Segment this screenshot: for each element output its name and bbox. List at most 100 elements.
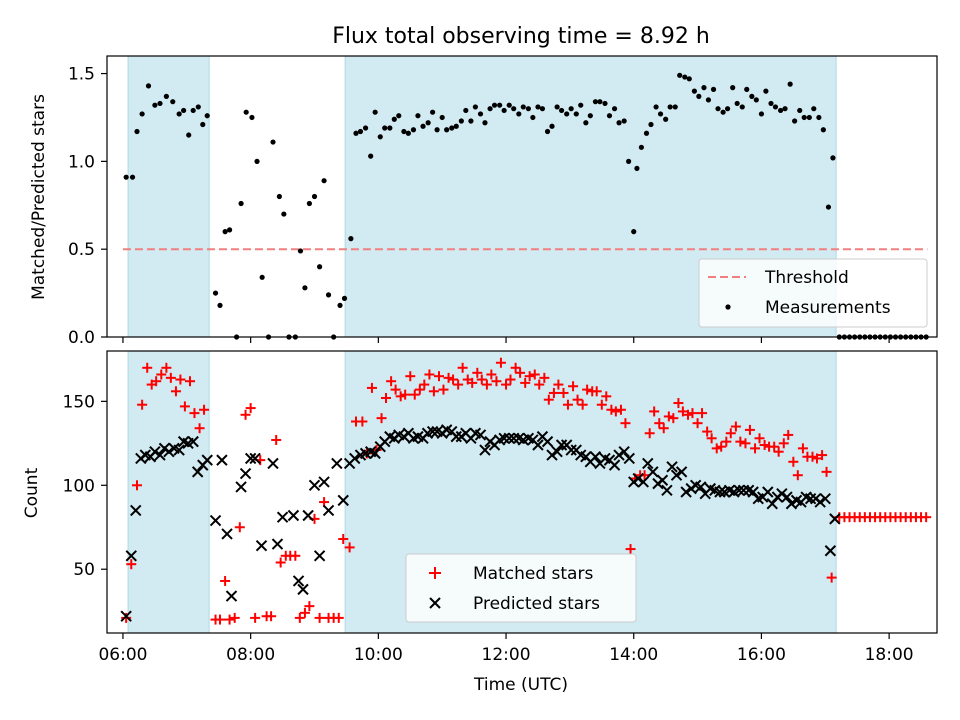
threshold-legend-label: Threshold [764, 268, 849, 288]
measurement-point-115 [696, 93, 702, 99]
measurement-point-141 [820, 127, 826, 133]
matched-point-23 [240, 409, 251, 420]
measurement-point-3 [139, 111, 145, 117]
matched-point-69 [467, 377, 478, 388]
predicted-point-21 [225, 590, 238, 602]
measurement-point-38 [325, 292, 332, 298]
measurement-point-143 [830, 155, 836, 161]
measurement-point-40 [337, 302, 343, 308]
measurement-point-142 [825, 204, 832, 210]
matched-point-91 [572, 394, 583, 405]
predicted-point-9 [163, 446, 175, 458]
measurement-point-130 [768, 100, 774, 107]
matched-point-4 [142, 362, 153, 373]
predicted-point-91 [589, 451, 602, 463]
measurement-point-95 [602, 100, 608, 107]
measurement-point-9 [176, 111, 182, 117]
matched-point-70 [472, 367, 483, 378]
measurement-point-22 [243, 109, 249, 115]
count-plot-xlabel: Time (UTC) [473, 675, 568, 695]
measurement-point-133 [782, 106, 788, 112]
measurement-point-64 [453, 123, 459, 129]
measurement-point-13 [195, 104, 201, 110]
predicted-point-101 [637, 476, 650, 488]
matched-point-128 [750, 443, 761, 454]
measurement-point-104 [643, 130, 650, 136]
matched-point-63 [438, 384, 449, 395]
matched-point-77 [505, 374, 516, 385]
measurement-point-112 [682, 74, 688, 80]
measurement-point-100 [626, 158, 632, 164]
measurement-point-44 [357, 128, 364, 135]
ratio-ytick-label-1: 0.5 [68, 240, 95, 260]
predicted-legend-swatch [429, 597, 441, 609]
predicted-point-17 [201, 454, 213, 466]
matched-point-33 [290, 550, 301, 561]
measurement-point-36 [317, 264, 323, 270]
predicted-point-28 [271, 538, 284, 550]
matched-point-71 [476, 374, 487, 385]
predicted-point-45 [369, 447, 381, 460]
measurement-point-8 [170, 99, 176, 105]
predicted-point-141 [829, 513, 841, 525]
matched-point-56 [405, 371, 416, 382]
matched-point-117 [697, 408, 708, 419]
measurement-point-73 [497, 102, 503, 108]
matched-point-86 [548, 387, 559, 398]
measurement-point-54 [405, 130, 411, 136]
predicted-point-72 [498, 432, 510, 444]
matched-point-132 [769, 441, 780, 452]
predicted-point-132 [785, 498, 798, 510]
measurement-point-53 [401, 128, 407, 135]
measurement-point-34 [306, 200, 312, 207]
measurement-point-86 [558, 107, 565, 114]
ratio-ytick-label-0: 0.0 [68, 328, 95, 348]
measurements-legend-label: Measurements [765, 298, 891, 318]
matched-point-59 [419, 379, 430, 390]
predicted-point-32 [297, 583, 309, 596]
measurement-point-128 [758, 111, 765, 117]
matched-point-112 [673, 398, 684, 409]
predicted-point-0 [120, 610, 132, 622]
measurement-point-124 [739, 104, 745, 110]
matched-point-119 [706, 433, 717, 444]
predicted-point-95 [608, 459, 621, 471]
matched-point-46 [357, 416, 368, 427]
measurement-point-21 [238, 200, 244, 207]
measurement-point-58 [425, 120, 431, 126]
measurement-point-99 [621, 118, 627, 124]
measurement-point-69 [477, 111, 484, 117]
predicted-point-109 [675, 466, 688, 478]
predicted-point-74 [507, 432, 520, 444]
measurement-point-120 [720, 109, 726, 115]
matched-point-61 [428, 386, 439, 397]
measurement-point-18 [222, 229, 228, 235]
measurement-point-10 [181, 107, 187, 114]
matched-point-97 [601, 391, 612, 402]
predicted-point-103 [647, 466, 659, 478]
predicted-point-35 [313, 550, 326, 562]
matched-point-28 [266, 611, 277, 622]
ratio-ytick-label-3: 1.5 [68, 65, 95, 85]
matched-point-87 [553, 379, 564, 390]
predicted-point-27 [267, 457, 279, 470]
predicted-point-107 [666, 461, 678, 473]
matched-point-102 [625, 544, 636, 555]
measurement-point-122 [730, 85, 736, 91]
predicted-point-127 [762, 486, 774, 498]
count-xtick-label-1: 08:00 [226, 645, 275, 665]
measurement-point-48 [377, 134, 383, 140]
measurement-point-60 [434, 127, 440, 133]
measurement-point-125 [744, 86, 750, 92]
measurement-point-106 [653, 104, 659, 110]
measurement-point-139 [811, 106, 817, 112]
predicted-point-29 [276, 511, 289, 523]
matched-point-72 [481, 379, 492, 390]
predicted-point-2 [130, 504, 142, 517]
measurement-point-37 [321, 178, 327, 184]
matched-point-84 [539, 372, 550, 383]
matched-point-78 [510, 362, 521, 373]
measurement-point-62 [444, 127, 450, 133]
matched-point-24 [245, 403, 256, 414]
matched-point-140 [807, 451, 818, 462]
